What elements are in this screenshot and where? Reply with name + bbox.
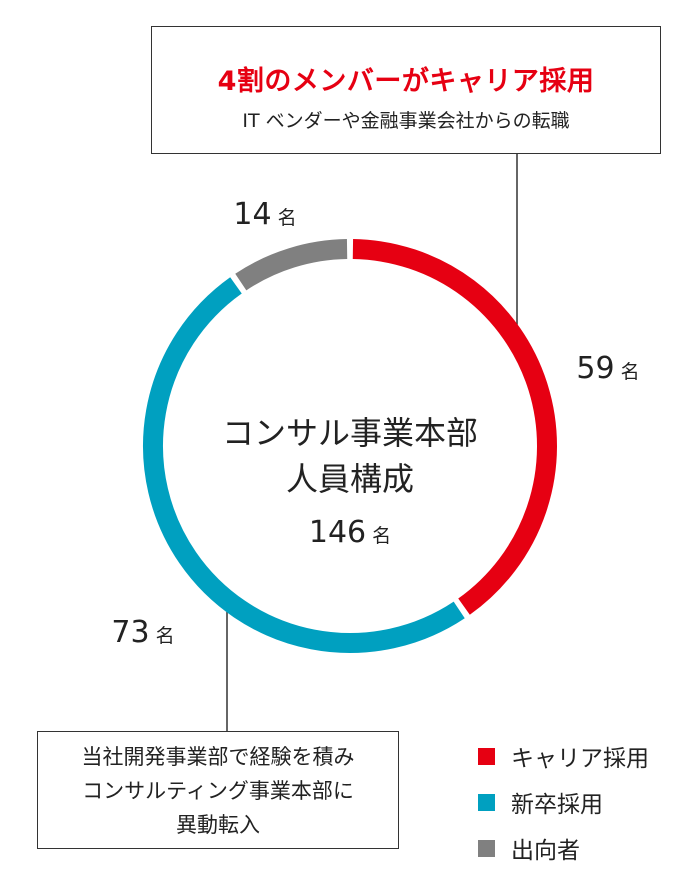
callout-subtext: IT ベンダーや金融事業会社からの転職 [242, 110, 570, 132]
legend-label: キャリア採用 [511, 746, 649, 772]
legend-label: 新卒採用 [511, 792, 603, 818]
donut-segment [143, 277, 465, 653]
chart-title-line: コンサル事業本部 [222, 414, 478, 452]
callout-headline: 4割のメンバーがキャリア採用 [217, 66, 595, 97]
legend-swatch [478, 839, 495, 857]
transfer-callout-line: コンサルティング事業本部に [82, 779, 354, 803]
career-hire-callout: 4割のメンバーがキャリア採用 IT ベンダーや金融事業会社からの転職 [151, 26, 661, 154]
chart-title-line: 人員構成 [286, 460, 414, 498]
legend-item: 出向者 [478, 825, 649, 871]
legend-swatch [478, 793, 495, 811]
transfer-callout-line: 当社開発事業部で経験を積み [81, 745, 355, 769]
donut-segment [352, 239, 557, 615]
data-label: 14 名 [233, 197, 296, 232]
legend-swatch [478, 747, 495, 765]
transfer-callout-line: 異動転入 [176, 813, 260, 837]
legend: キャリア採用 新卒採用 出向者 [478, 733, 649, 871]
transfer-callout: 当社開発事業部で経験を積み コンサルティング事業本部に 異動転入 [37, 731, 399, 849]
legend-item: キャリア採用 [478, 733, 649, 779]
total-count: 146 名 [309, 515, 391, 550]
legend-label: 出向者 [511, 838, 580, 864]
legend-item: 新卒採用 [478, 779, 649, 825]
data-label: 59 名 [576, 351, 639, 386]
data-label: 73 名 [111, 615, 174, 650]
donut-segment [235, 239, 348, 291]
